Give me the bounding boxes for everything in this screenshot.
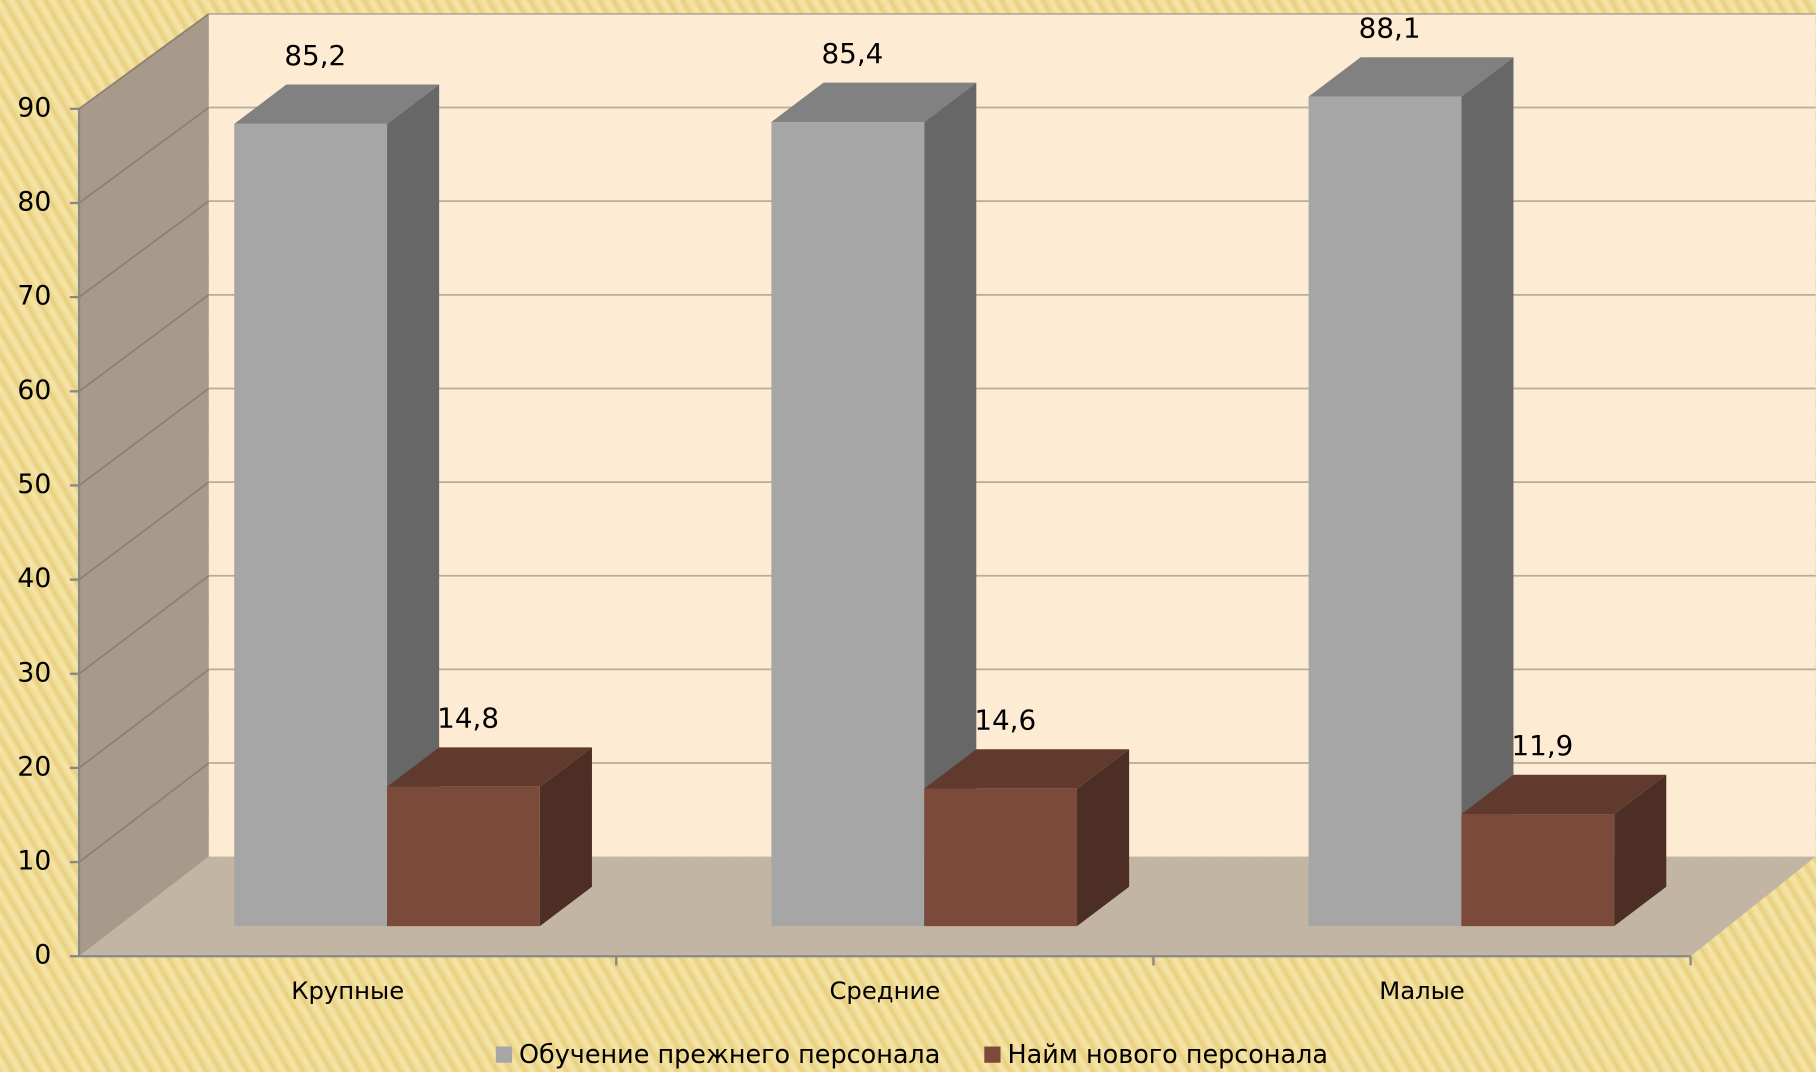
bar-top (234, 84, 440, 124)
grid-line (78, 387, 210, 487)
y-tick-label: 70 (17, 281, 51, 312)
bar-side (924, 82, 977, 927)
bar-front (387, 786, 540, 927)
y-tick-label: 50 (17, 469, 51, 500)
bar-side (387, 84, 440, 927)
legend-label: Обучение прежнего персонала (519, 1040, 940, 1070)
bar (1461, 774, 1667, 927)
bar (924, 749, 1130, 927)
grid-line (78, 200, 210, 298)
y-tick-label: 0 (34, 940, 51, 971)
y-tick-label: 20 (17, 751, 51, 782)
y-tick-label: 10 (17, 846, 51, 877)
bar-top (387, 747, 592, 787)
y-tick-label: 40 (17, 563, 51, 594)
grid-line (78, 294, 210, 392)
value-label: 88,1 (1359, 11, 1421, 44)
bar-side (1614, 774, 1667, 927)
legend-swatch (984, 1046, 1001, 1063)
side-wall (79, 13, 209, 957)
bar-side (539, 747, 592, 927)
x-tick-label: Крупные (291, 976, 404, 1005)
bar (771, 82, 977, 927)
y-tick-label: 90 (17, 92, 51, 123)
value-label: 85,2 (284, 39, 346, 72)
value-label: 85,4 (822, 37, 884, 70)
bar-front (924, 788, 1078, 927)
bar-top (1308, 57, 1514, 97)
bar-front (771, 122, 925, 927)
bar-side (1077, 749, 1130, 927)
bar (1308, 57, 1514, 927)
legend-label: Найм нового персонала (1007, 1040, 1328, 1070)
grid-line (78, 13, 210, 110)
value-label: 14,6 (974, 704, 1036, 737)
bar-top (1461, 774, 1667, 815)
x-tick-label: Средние (829, 976, 940, 1005)
bar-top (924, 749, 1130, 789)
grid-line (78, 668, 210, 769)
bar (234, 84, 440, 927)
grid-line (78, 481, 210, 581)
grid-line (78, 106, 210, 204)
y-tick-label: 30 (17, 657, 51, 688)
grid-line (78, 575, 210, 675)
bar-front (234, 123, 388, 927)
x-tick-label: Малые (1379, 976, 1465, 1005)
y-tick-label: 60 (17, 375, 51, 406)
value-label: 14,8 (437, 702, 499, 735)
legend-swatch (495, 1046, 513, 1063)
bar-top (771, 82, 977, 123)
value-label: 11,9 (1511, 729, 1573, 762)
bar-front (1461, 814, 1615, 927)
bar-side (1461, 57, 1514, 927)
y-tick-label: 80 (17, 186, 51, 217)
grid-line (78, 762, 210, 863)
bar (387, 747, 592, 927)
bar-front (1308, 96, 1462, 927)
